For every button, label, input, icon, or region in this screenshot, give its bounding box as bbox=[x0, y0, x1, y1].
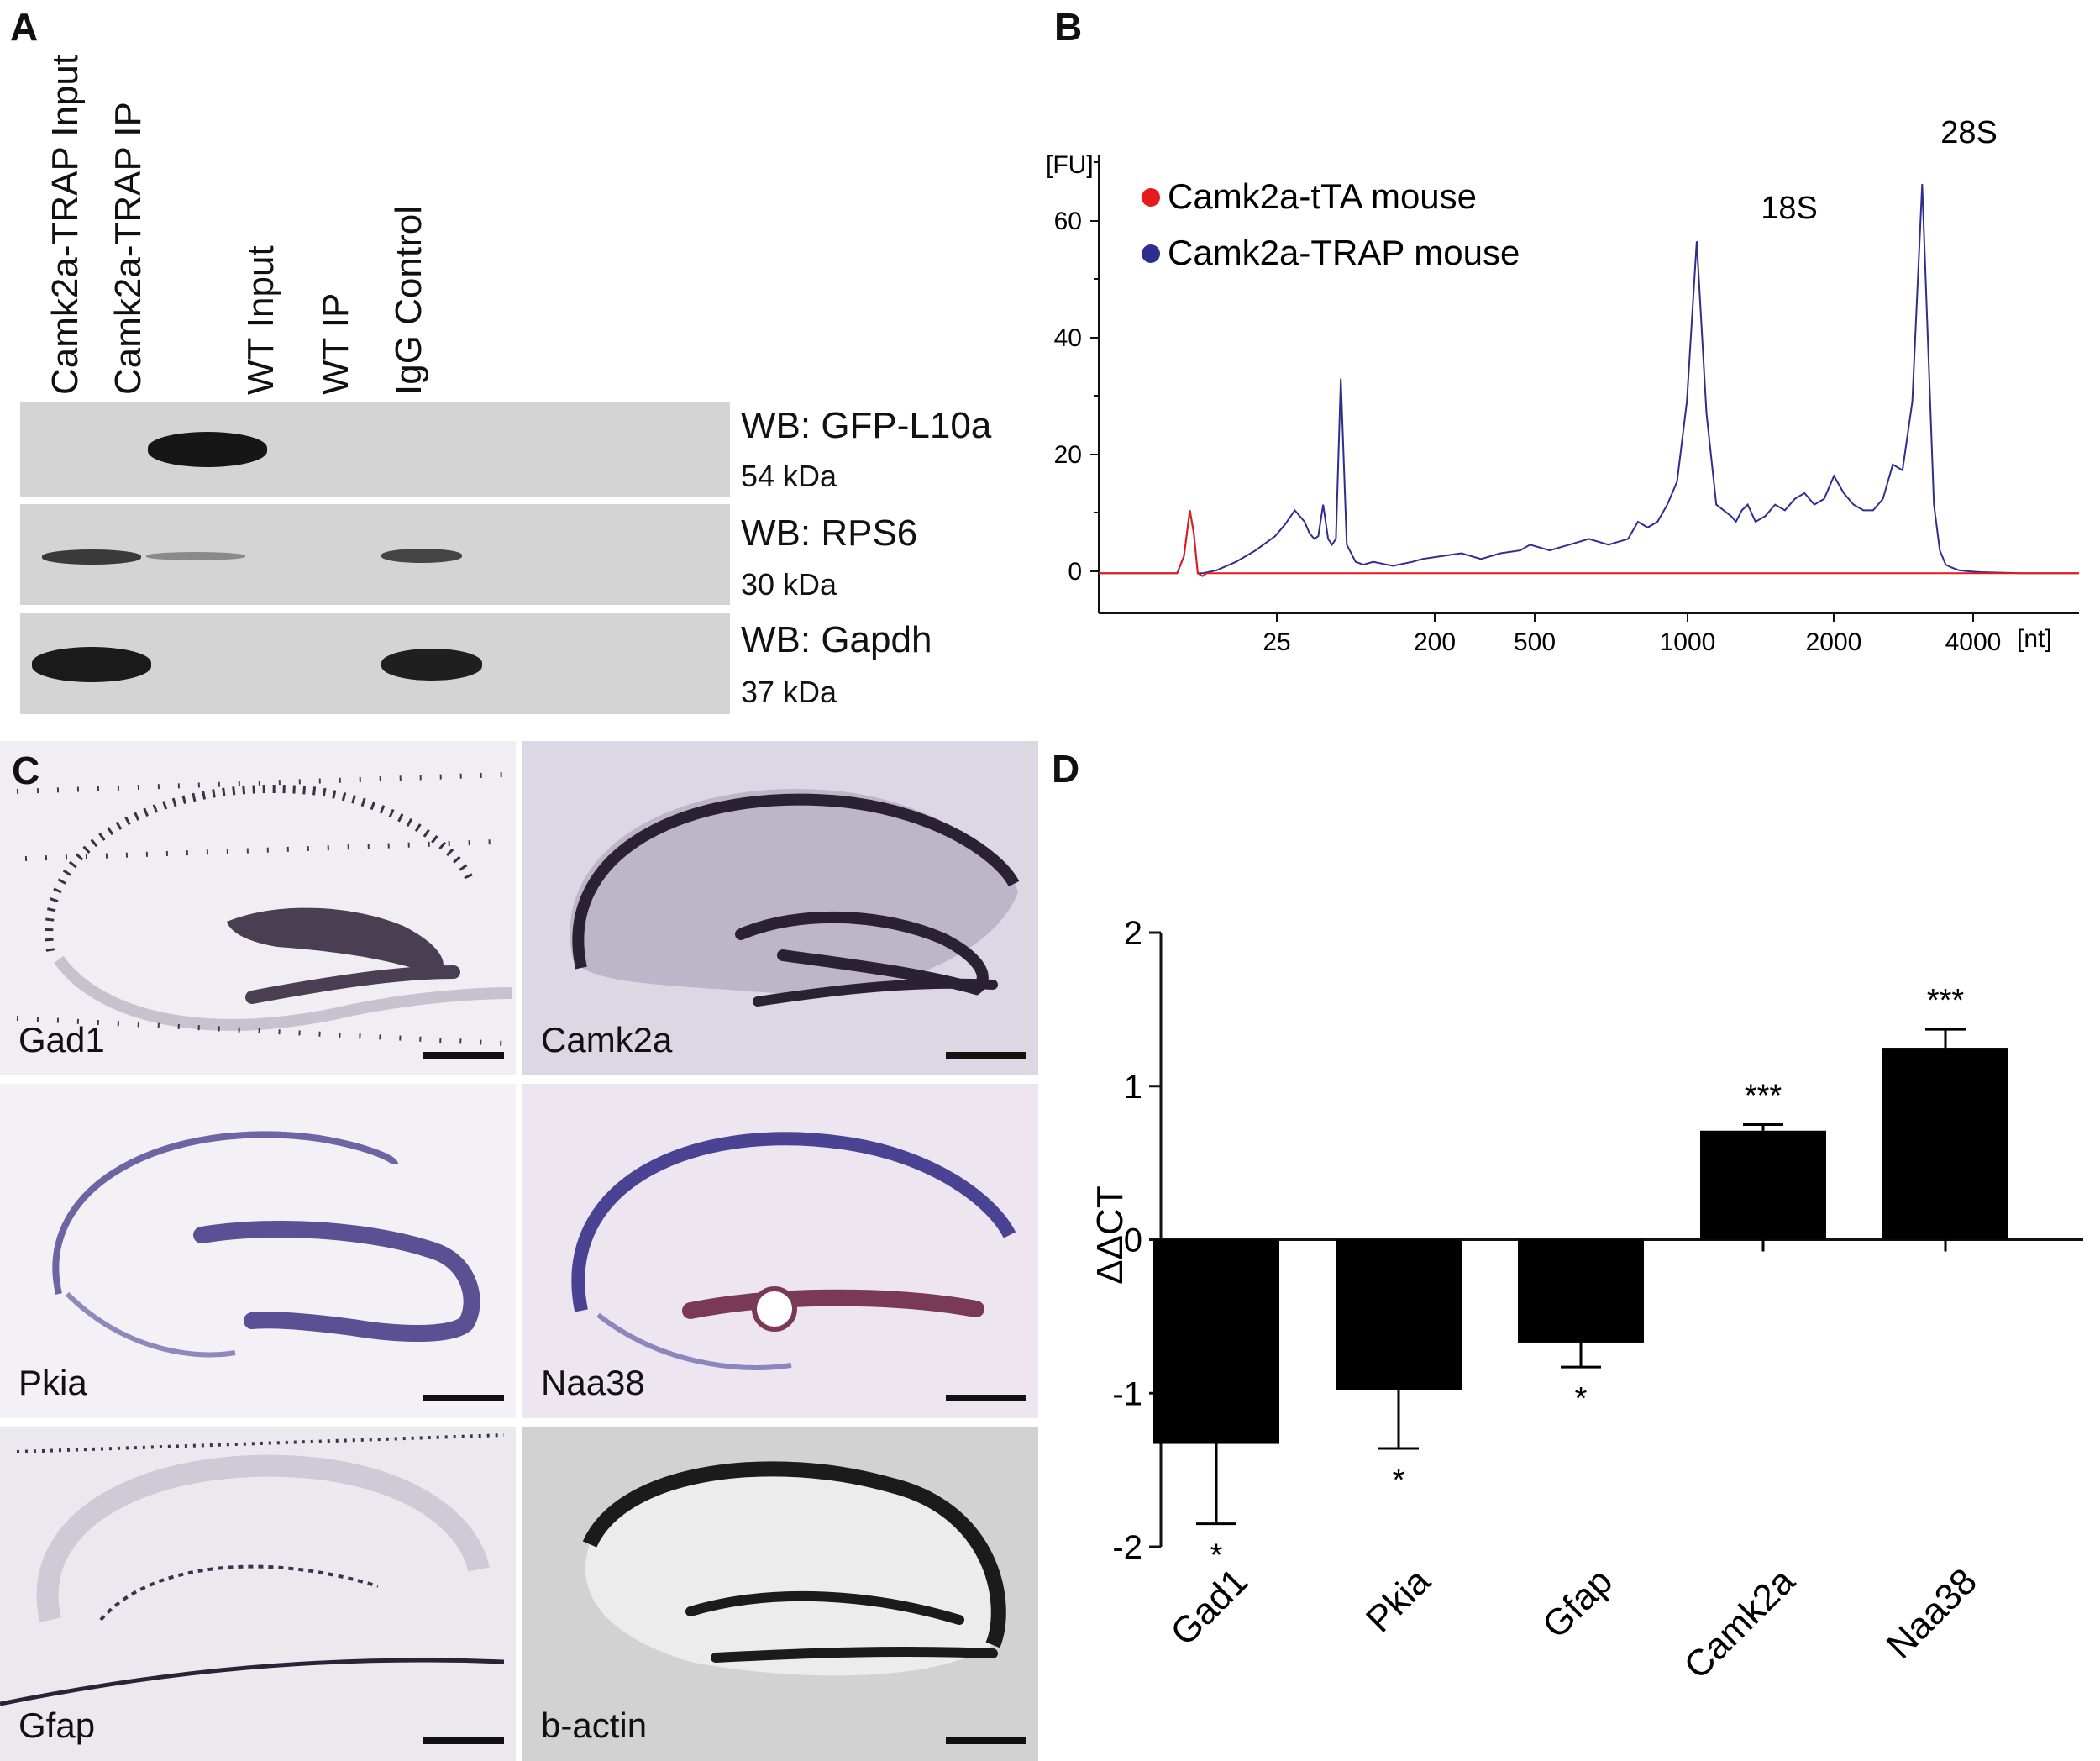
ish-tile-gad1: Gad1 bbox=[0, 741, 516, 1075]
sig-label-pkia: * bbox=[1393, 1463, 1405, 1498]
band-rps6-wt-input bbox=[381, 549, 462, 563]
scale-bar-gfap bbox=[423, 1737, 504, 1744]
ish-tile-pkia: Pkia bbox=[0, 1084, 516, 1418]
wb-kda-rps6: 30 kDa bbox=[741, 567, 837, 602]
category-label-naa38: Naa38 bbox=[1879, 1560, 1985, 1666]
ish-label-gfap: Gfap bbox=[18, 1706, 96, 1745]
ddct-ylabel: ΔΔCT bbox=[1092, 1185, 1131, 1284]
bio-xtick-2000: 2000 bbox=[1806, 628, 1862, 656]
bioanalyzer-chart: [FU] [nt] 0 20 40 60 25 200 500 1000 200… bbox=[1046, 115, 2079, 656]
lane-label-wt-ip: WT IP bbox=[315, 292, 356, 395]
ish-image-pkia bbox=[52, 1131, 480, 1358]
ddct-ytick-label-0: -2 bbox=[1112, 1529, 1142, 1566]
bar-gad1 bbox=[1153, 1239, 1279, 1444]
ish-label-naa38: Naa38 bbox=[541, 1363, 645, 1402]
ish-label-b-actin: b-actin bbox=[541, 1706, 648, 1745]
ddct-ytick-label-2: 0 bbox=[1124, 1222, 1142, 1259]
wb-title-gapdh: WB: Gapdh bbox=[741, 619, 932, 660]
category-label-camk2a: Camk2a bbox=[1677, 1560, 1803, 1687]
bio-ytick-0: 0 bbox=[1068, 558, 1082, 586]
band-gfp-l10a-trap-ip bbox=[148, 432, 267, 467]
band-rps6-trap-ip bbox=[146, 552, 245, 560]
category-label-gfap: Gfap bbox=[1535, 1560, 1620, 1646]
bar-pkia bbox=[1336, 1239, 1462, 1390]
series-line-camk2a-tta bbox=[1099, 510, 2079, 577]
category-label-pkia: Pkia bbox=[1358, 1560, 1439, 1641]
peak-label-18s: 18S bbox=[1761, 191, 1818, 226]
panel-d-label: D bbox=[1052, 747, 1080, 791]
band-gapdh-wt-input bbox=[381, 649, 482, 681]
lane-label-camk2a-trap-ip: Camk2a-TRAP IP bbox=[108, 102, 149, 395]
wb-kda-gapdh: 37 kDa bbox=[741, 675, 837, 709]
bio-ytick-40: 40 bbox=[1054, 324, 1082, 352]
ish-image-gfap bbox=[0, 1433, 505, 1706]
bio-xtick-1000: 1000 bbox=[1660, 628, 1716, 656]
scale-bar-pkia bbox=[423, 1395, 504, 1401]
bio-legend: Camk2a-tTA mouse Camk2a-TRAP mouse bbox=[1142, 176, 1520, 272]
peak-label-28s: 28S bbox=[1940, 115, 1998, 150]
legend-label-trap: Camk2a-TRAP mouse bbox=[1168, 233, 1520, 272]
scale-bar-b-actin bbox=[946, 1737, 1026, 1744]
ish-image-naa38 bbox=[571, 1132, 1016, 1370]
ish-image-gad1 bbox=[16, 772, 513, 1046]
panel-b-label: B bbox=[1054, 5, 1083, 49]
sig-label-camk2a: *** bbox=[1745, 1078, 1782, 1113]
category-label-gad1: Gad1 bbox=[1163, 1560, 1256, 1653]
ish-label-gad1: Gad1 bbox=[18, 1020, 105, 1059]
bio-x-ticks: 25 200 500 1000 2000 4000 bbox=[1263, 613, 2001, 656]
ish-tile-gfap: Gfap bbox=[0, 1427, 516, 1761]
bar-camk2a bbox=[1700, 1130, 1826, 1240]
ish-tile-camk2a: Camk2a bbox=[522, 741, 1038, 1075]
ish-image-camk2a bbox=[522, 741, 1038, 1075]
sig-label-gad1: * bbox=[1210, 1538, 1223, 1574]
ddct-ytick-label-3: 1 bbox=[1124, 1069, 1142, 1106]
bio-xtick-500: 500 bbox=[1514, 628, 1556, 656]
wb-kda-gfp-l10a: 54 kDa bbox=[741, 459, 837, 493]
ish-tile-naa38: Naa38 bbox=[522, 1084, 1038, 1418]
series-line-camk2a-trap bbox=[1099, 184, 2079, 575]
wb-title-gfp-l10a: WB: GFP-L10a bbox=[741, 405, 992, 446]
legend-marker-tta bbox=[1142, 188, 1160, 207]
band-gapdh-trap-input bbox=[32, 647, 151, 682]
wb-title-rps6: WB: RPS6 bbox=[741, 513, 918, 554]
band-rps6-trap-input bbox=[42, 549, 141, 565]
ddct-ytick-label-4: 2 bbox=[1124, 915, 1142, 952]
scale-bar-naa38 bbox=[946, 1395, 1026, 1401]
legend-marker-trap bbox=[1142, 244, 1160, 263]
sig-label-gfap: * bbox=[1575, 1381, 1588, 1417]
scale-bar-gad1 bbox=[423, 1052, 504, 1059]
bio-ytick-60: 60 bbox=[1054, 208, 1082, 235]
blot-strip-rps6 bbox=[20, 504, 730, 605]
bio-xunit: [nt] bbox=[2017, 625, 2052, 653]
panel-c-label: C bbox=[12, 749, 40, 792]
ish-label-pkia: Pkia bbox=[18, 1363, 87, 1402]
scale-bar-camk2a bbox=[946, 1052, 1026, 1059]
ddct-bars: *Gad1*Pkia*Gfap***Camk2a***Naa38 bbox=[1153, 983, 2008, 1687]
bio-y-ticks: 0 20 40 60 bbox=[1054, 161, 1099, 586]
bio-ytick-20: 20 bbox=[1054, 441, 1082, 469]
bio-xtick-4000: 4000 bbox=[1945, 628, 2002, 656]
sig-label-naa38: *** bbox=[1927, 983, 1965, 1018]
ddct-ytick-label-1: -1 bbox=[1112, 1375, 1142, 1412]
blot-strip-gapdh bbox=[20, 613, 730, 714]
panel-a-label: A bbox=[10, 5, 39, 49]
legend-label-tta: Camk2a-tTA mouse bbox=[1168, 176, 1477, 216]
bio-xtick-25: 25 bbox=[1263, 628, 1290, 656]
lane-label-wt-input: WT Input bbox=[240, 245, 281, 395]
ddct-y-ticks: -2 -1 0 1 2 bbox=[1112, 915, 1161, 1566]
lane-label-camk2a-trap-input: Camk2a-TRAP Input bbox=[45, 54, 86, 395]
ish-label-camk2a: Camk2a bbox=[541, 1020, 673, 1059]
bar-naa38 bbox=[1882, 1048, 2008, 1240]
ish-tile-b-actin: b-actin bbox=[522, 1427, 1038, 1761]
bar-gfap bbox=[1518, 1239, 1644, 1343]
blot-strip-gfp-l10a bbox=[20, 402, 730, 497]
bio-xtick-200: 200 bbox=[1414, 628, 1456, 656]
bio-yunit: [FU] bbox=[1046, 151, 1094, 179]
ish-image-b-actin bbox=[522, 1427, 1038, 1761]
lane-label-igg-control: IgG Control bbox=[388, 206, 429, 395]
